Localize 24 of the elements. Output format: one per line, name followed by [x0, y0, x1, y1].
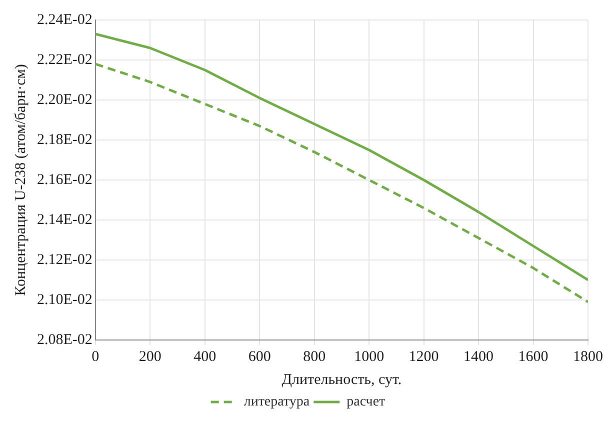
x-tick-label: 1200 — [408, 348, 439, 365]
y-tick-label: 2.10E-02 — [36, 292, 92, 308]
x-tick-label: 400 — [194, 348, 216, 365]
x-tick-label: 1000 — [354, 348, 384, 365]
x-tick-label: 0 — [92, 348, 100, 365]
y-axis-title: Концентрация U-238 (атом/барн·см) — [12, 64, 29, 296]
x-tick-label: 600 — [248, 348, 271, 365]
y-tick-label: 2.20E-02 — [36, 92, 92, 108]
x-axis-title: Длительность, сут. — [282, 372, 402, 388]
legend-label: литература — [244, 394, 310, 410]
x-tick-label: 200 — [138, 348, 162, 365]
x-tick-label: 1600 — [518, 348, 548, 365]
legend-label: расчет — [346, 394, 386, 410]
y-tick-label: 2.08E-02 — [36, 332, 92, 348]
y-tick-label: 2.22E-02 — [36, 52, 92, 68]
y-tick-label: 2.24E-02 — [36, 12, 92, 28]
y-tick-label: 2.14E-02 — [36, 212, 92, 228]
x-tick-label: 800 — [303, 348, 326, 365]
x-tick-label: 1800 — [573, 348, 603, 365]
y-tick-label: 2.12E-02 — [36, 252, 92, 268]
y-tick-label: 2.18E-02 — [36, 132, 92, 148]
line-series — [95, 62, 588, 304]
x-tick-label: 1400 — [464, 348, 494, 365]
y-tick-label: 2.16E-02 — [36, 172, 92, 188]
